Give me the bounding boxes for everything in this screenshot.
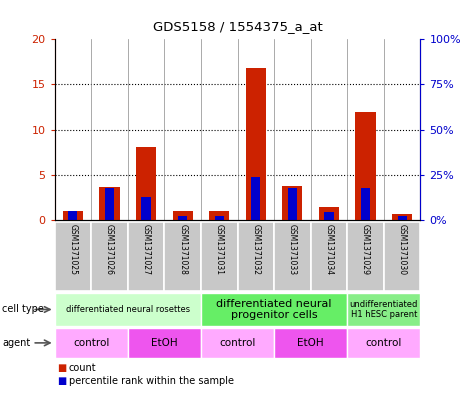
Bar: [55, 328, 128, 358]
Bar: [201, 328, 274, 358]
Text: GDS5158 / 1554375_a_at: GDS5158 / 1554375_a_at: [152, 20, 323, 33]
Bar: [246, 68, 266, 220]
Bar: [355, 112, 376, 220]
Bar: [384, 222, 420, 291]
Text: agent: agent: [2, 338, 30, 348]
Bar: [274, 222, 311, 291]
Text: ■: ■: [57, 363, 66, 373]
Bar: [178, 215, 187, 220]
Bar: [128, 222, 164, 291]
Text: EtOH: EtOH: [297, 338, 324, 348]
Text: control: control: [366, 338, 402, 348]
Text: GSM1371034: GSM1371034: [324, 224, 333, 275]
Bar: [142, 197, 151, 220]
Text: count: count: [69, 363, 96, 373]
Bar: [172, 211, 193, 220]
Bar: [55, 293, 201, 326]
Bar: [201, 293, 347, 326]
Bar: [63, 211, 83, 220]
Bar: [136, 147, 156, 220]
Bar: [251, 177, 260, 220]
Bar: [91, 222, 128, 291]
Bar: [105, 189, 114, 220]
Bar: [347, 222, 384, 291]
Bar: [274, 328, 347, 358]
Bar: [238, 222, 274, 291]
Bar: [282, 186, 303, 220]
Bar: [311, 222, 347, 291]
Text: GSM1371025: GSM1371025: [68, 224, 77, 275]
Bar: [392, 214, 412, 220]
Text: differentiated neural rosettes: differentiated neural rosettes: [66, 305, 190, 314]
Text: GSM1371032: GSM1371032: [251, 224, 260, 275]
Bar: [324, 212, 333, 220]
Bar: [398, 217, 407, 220]
Text: GSM1371029: GSM1371029: [361, 224, 370, 275]
Bar: [128, 328, 201, 358]
Text: GSM1371027: GSM1371027: [142, 224, 151, 275]
Bar: [164, 222, 201, 291]
Text: percentile rank within the sample: percentile rank within the sample: [69, 376, 234, 386]
Text: control: control: [219, 338, 256, 348]
Bar: [55, 222, 91, 291]
Text: undifferentiated
H1 hESC parent: undifferentiated H1 hESC parent: [350, 300, 418, 319]
Text: EtOH: EtOH: [151, 338, 178, 348]
Bar: [215, 215, 224, 220]
Text: differentiated neural
progenitor cells: differentiated neural progenitor cells: [216, 299, 332, 320]
Bar: [209, 211, 229, 220]
Bar: [347, 293, 420, 326]
Bar: [288, 189, 297, 220]
Bar: [361, 187, 370, 220]
Bar: [319, 207, 339, 220]
Text: GSM1371028: GSM1371028: [178, 224, 187, 275]
Text: GSM1371033: GSM1371033: [288, 224, 297, 275]
Text: ■: ■: [57, 376, 66, 386]
Bar: [201, 222, 238, 291]
Bar: [99, 187, 120, 220]
Text: control: control: [73, 338, 109, 348]
Bar: [68, 211, 77, 220]
Text: GSM1371030: GSM1371030: [398, 224, 407, 275]
Text: cell type: cell type: [2, 305, 44, 314]
Text: GSM1371031: GSM1371031: [215, 224, 224, 275]
Bar: [347, 328, 420, 358]
Text: GSM1371026: GSM1371026: [105, 224, 114, 275]
